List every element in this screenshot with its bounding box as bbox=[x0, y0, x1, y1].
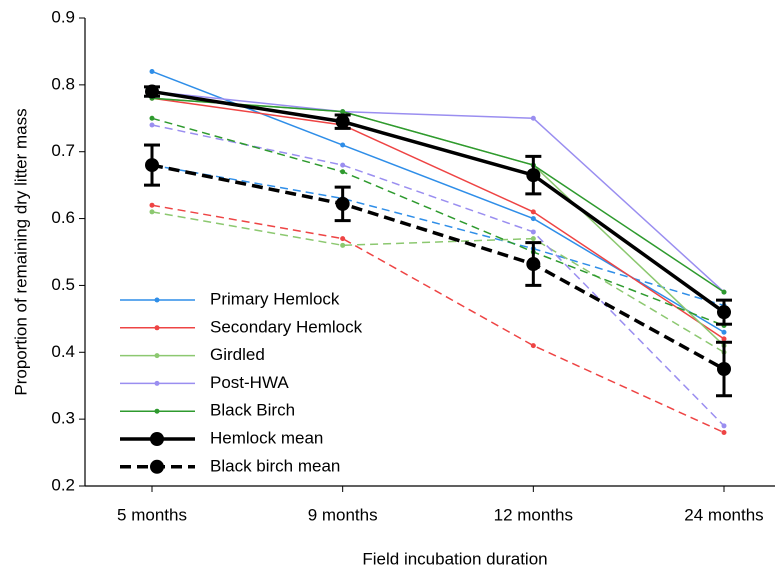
data-point bbox=[530, 115, 536, 121]
legend-marker bbox=[150, 459, 164, 474]
series-line bbox=[151, 124, 725, 427]
y-tick-label: 0.9 bbox=[51, 7, 75, 26]
data-point bbox=[340, 162, 346, 168]
data-point bbox=[721, 329, 727, 335]
series-line bbox=[151, 90, 725, 293]
legend-label: Secondary Hemlock bbox=[210, 317, 363, 336]
data-point bbox=[149, 209, 155, 215]
series-line bbox=[151, 97, 725, 340]
y-tick-label: 0.3 bbox=[51, 409, 75, 428]
data-point bbox=[721, 336, 727, 342]
series-line bbox=[151, 89, 726, 314]
legend-marker bbox=[154, 325, 160, 331]
data-point bbox=[717, 305, 731, 320]
data-point bbox=[149, 115, 155, 121]
series-line bbox=[151, 204, 725, 434]
series-line bbox=[151, 97, 725, 293]
legend-marker bbox=[154, 353, 160, 359]
series-line bbox=[151, 164, 725, 307]
data-point bbox=[530, 209, 536, 215]
y-axis-label: Proportion of remaining dry litter mass bbox=[11, 108, 30, 395]
y-tick-label: 0.4 bbox=[51, 342, 75, 361]
data-point bbox=[340, 142, 346, 148]
data-point bbox=[340, 236, 346, 242]
legend-label: Black Birch bbox=[210, 401, 295, 420]
data-point bbox=[145, 158, 159, 173]
y-tick-label: 0.8 bbox=[51, 74, 75, 93]
x-axis-label: Field incubation duration bbox=[362, 549, 547, 568]
series-line bbox=[151, 211, 725, 353]
data-point bbox=[721, 430, 727, 436]
x-tick-label: 5 months bbox=[117, 505, 187, 524]
y-tick-label: 0.5 bbox=[51, 275, 75, 294]
y-tick-label: 0.2 bbox=[51, 475, 75, 494]
data-point bbox=[335, 114, 350, 129]
legend-label: Black birch mean bbox=[210, 456, 340, 475]
data-point bbox=[149, 122, 155, 128]
legend-marker bbox=[154, 297, 160, 303]
x-tick-label: 9 months bbox=[308, 505, 378, 524]
legend-label: Post-HWA bbox=[210, 373, 289, 392]
data-point bbox=[530, 229, 536, 235]
data-point bbox=[530, 216, 536, 222]
data-point bbox=[526, 257, 541, 272]
legend-label: Primary Hemlock bbox=[210, 289, 340, 308]
y-tick-label: 0.6 bbox=[51, 208, 75, 227]
series-line bbox=[151, 163, 725, 371]
data-point bbox=[335, 196, 350, 211]
data-point bbox=[340, 242, 346, 248]
data-point bbox=[149, 68, 155, 74]
legend-marker bbox=[154, 408, 160, 414]
legend-label: Hemlock mean bbox=[210, 428, 323, 447]
legend-marker bbox=[154, 380, 160, 386]
data-point bbox=[149, 202, 155, 208]
data-point bbox=[526, 168, 541, 183]
data-point bbox=[721, 289, 727, 295]
data-point bbox=[717, 362, 731, 376]
legend-label: Girdled bbox=[210, 345, 265, 364]
x-tick-label: 12 months bbox=[494, 505, 573, 524]
series-line bbox=[151, 97, 725, 347]
data-point bbox=[530, 343, 536, 349]
y-tick-label: 0.7 bbox=[51, 141, 75, 160]
data-point bbox=[340, 109, 346, 115]
data-point bbox=[721, 423, 727, 429]
data-point bbox=[340, 169, 346, 175]
x-tick-label: 24 months bbox=[684, 505, 763, 524]
data-point bbox=[145, 84, 159, 99]
series-line bbox=[151, 117, 725, 327]
data-point bbox=[530, 236, 536, 242]
legend-marker bbox=[150, 432, 164, 446]
